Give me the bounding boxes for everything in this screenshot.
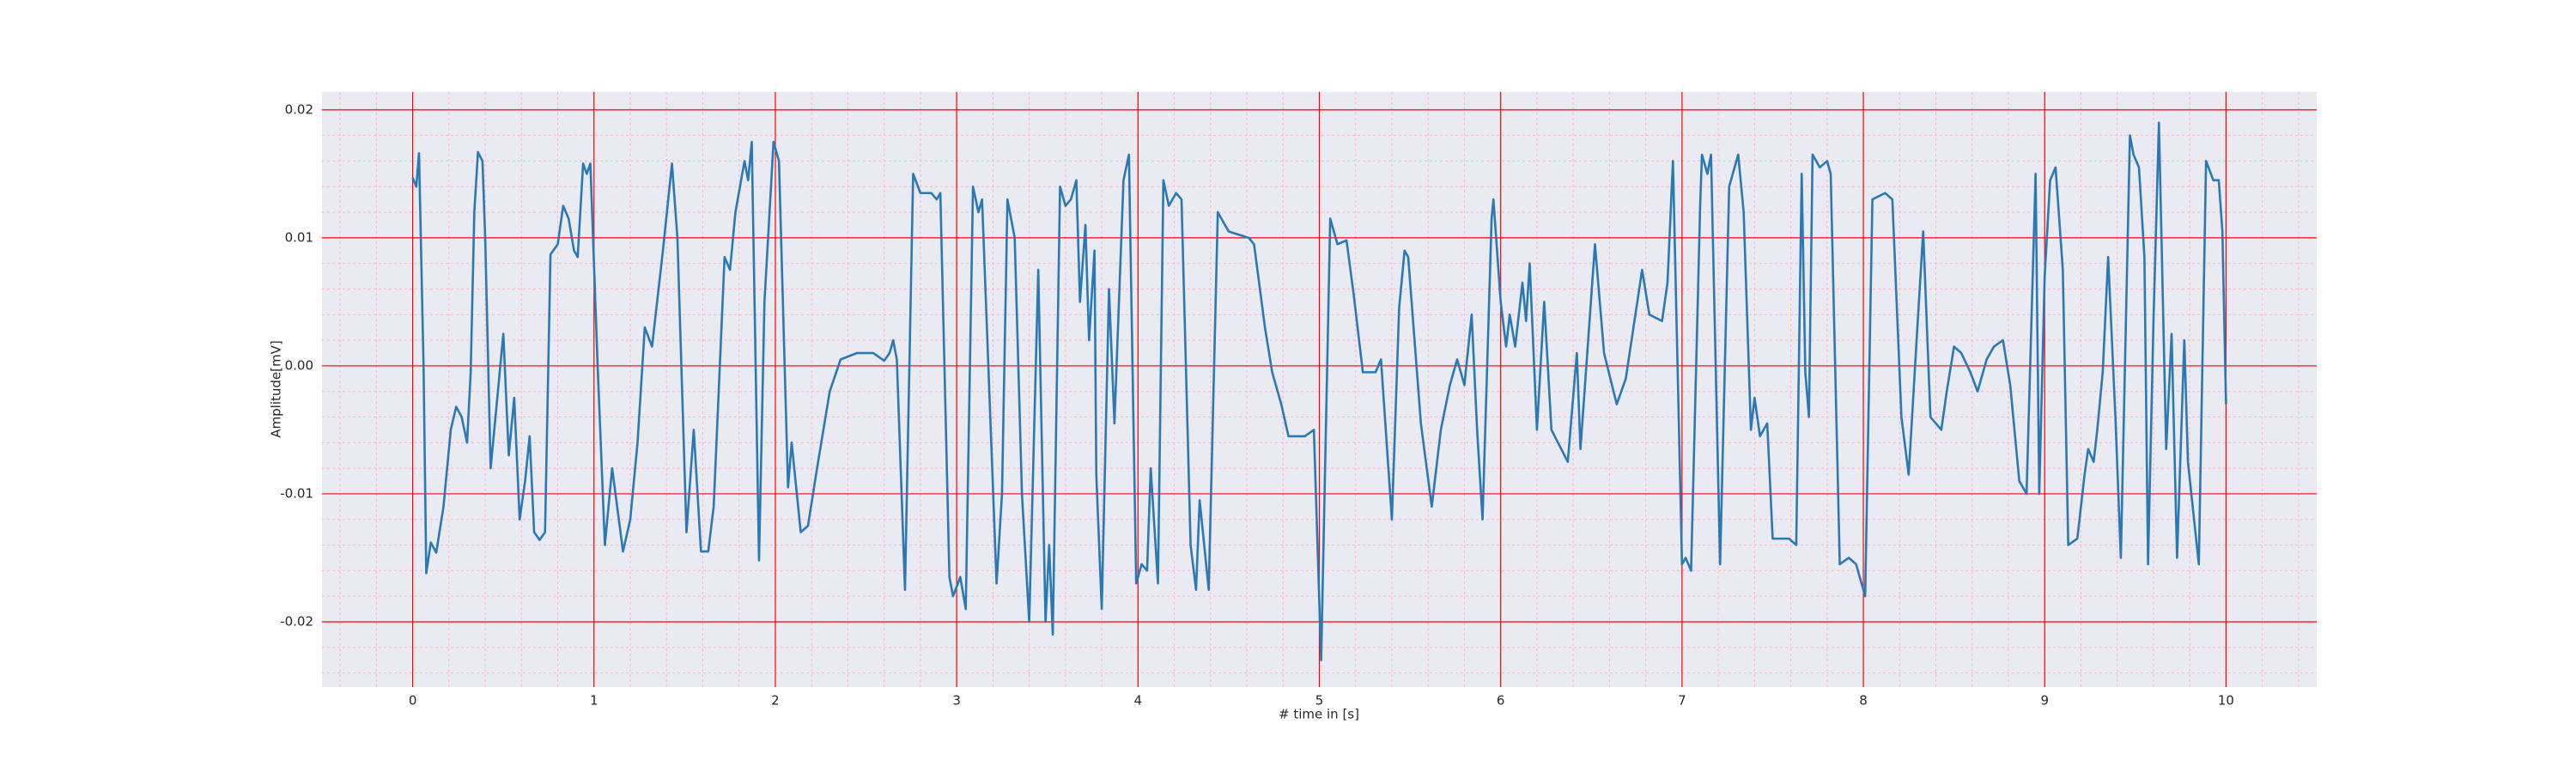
y-tick-label: 0.00: [285, 357, 313, 373]
y-tick-label: -0.01: [280, 485, 313, 501]
x-tick-label: 6: [1497, 693, 1505, 709]
x-tick-label: 7: [1678, 693, 1686, 709]
x-tick-label: 1: [590, 693, 598, 709]
y-tick-label: -0.02: [280, 613, 313, 629]
x-tick-label: 2: [771, 693, 780, 709]
y-tick-label: 0.01: [285, 229, 313, 245]
y-axis-label: Amplitude[mV]: [269, 340, 284, 437]
y-tick-label: 0.02: [285, 101, 313, 117]
x-tick-label: 5: [1315, 693, 1324, 709]
x-tick-label: 0: [409, 693, 417, 709]
x-tick-label: 9: [2040, 693, 2049, 709]
x-axis-label: # time in [s]: [1279, 707, 1359, 722]
x-tick-label: 8: [1859, 693, 1868, 709]
x-tick-label: 4: [1134, 693, 1143, 709]
x-tick-label: 3: [952, 693, 961, 709]
signal-line: [411, 121, 2227, 661]
x-tick-label: 10: [2218, 693, 2234, 709]
